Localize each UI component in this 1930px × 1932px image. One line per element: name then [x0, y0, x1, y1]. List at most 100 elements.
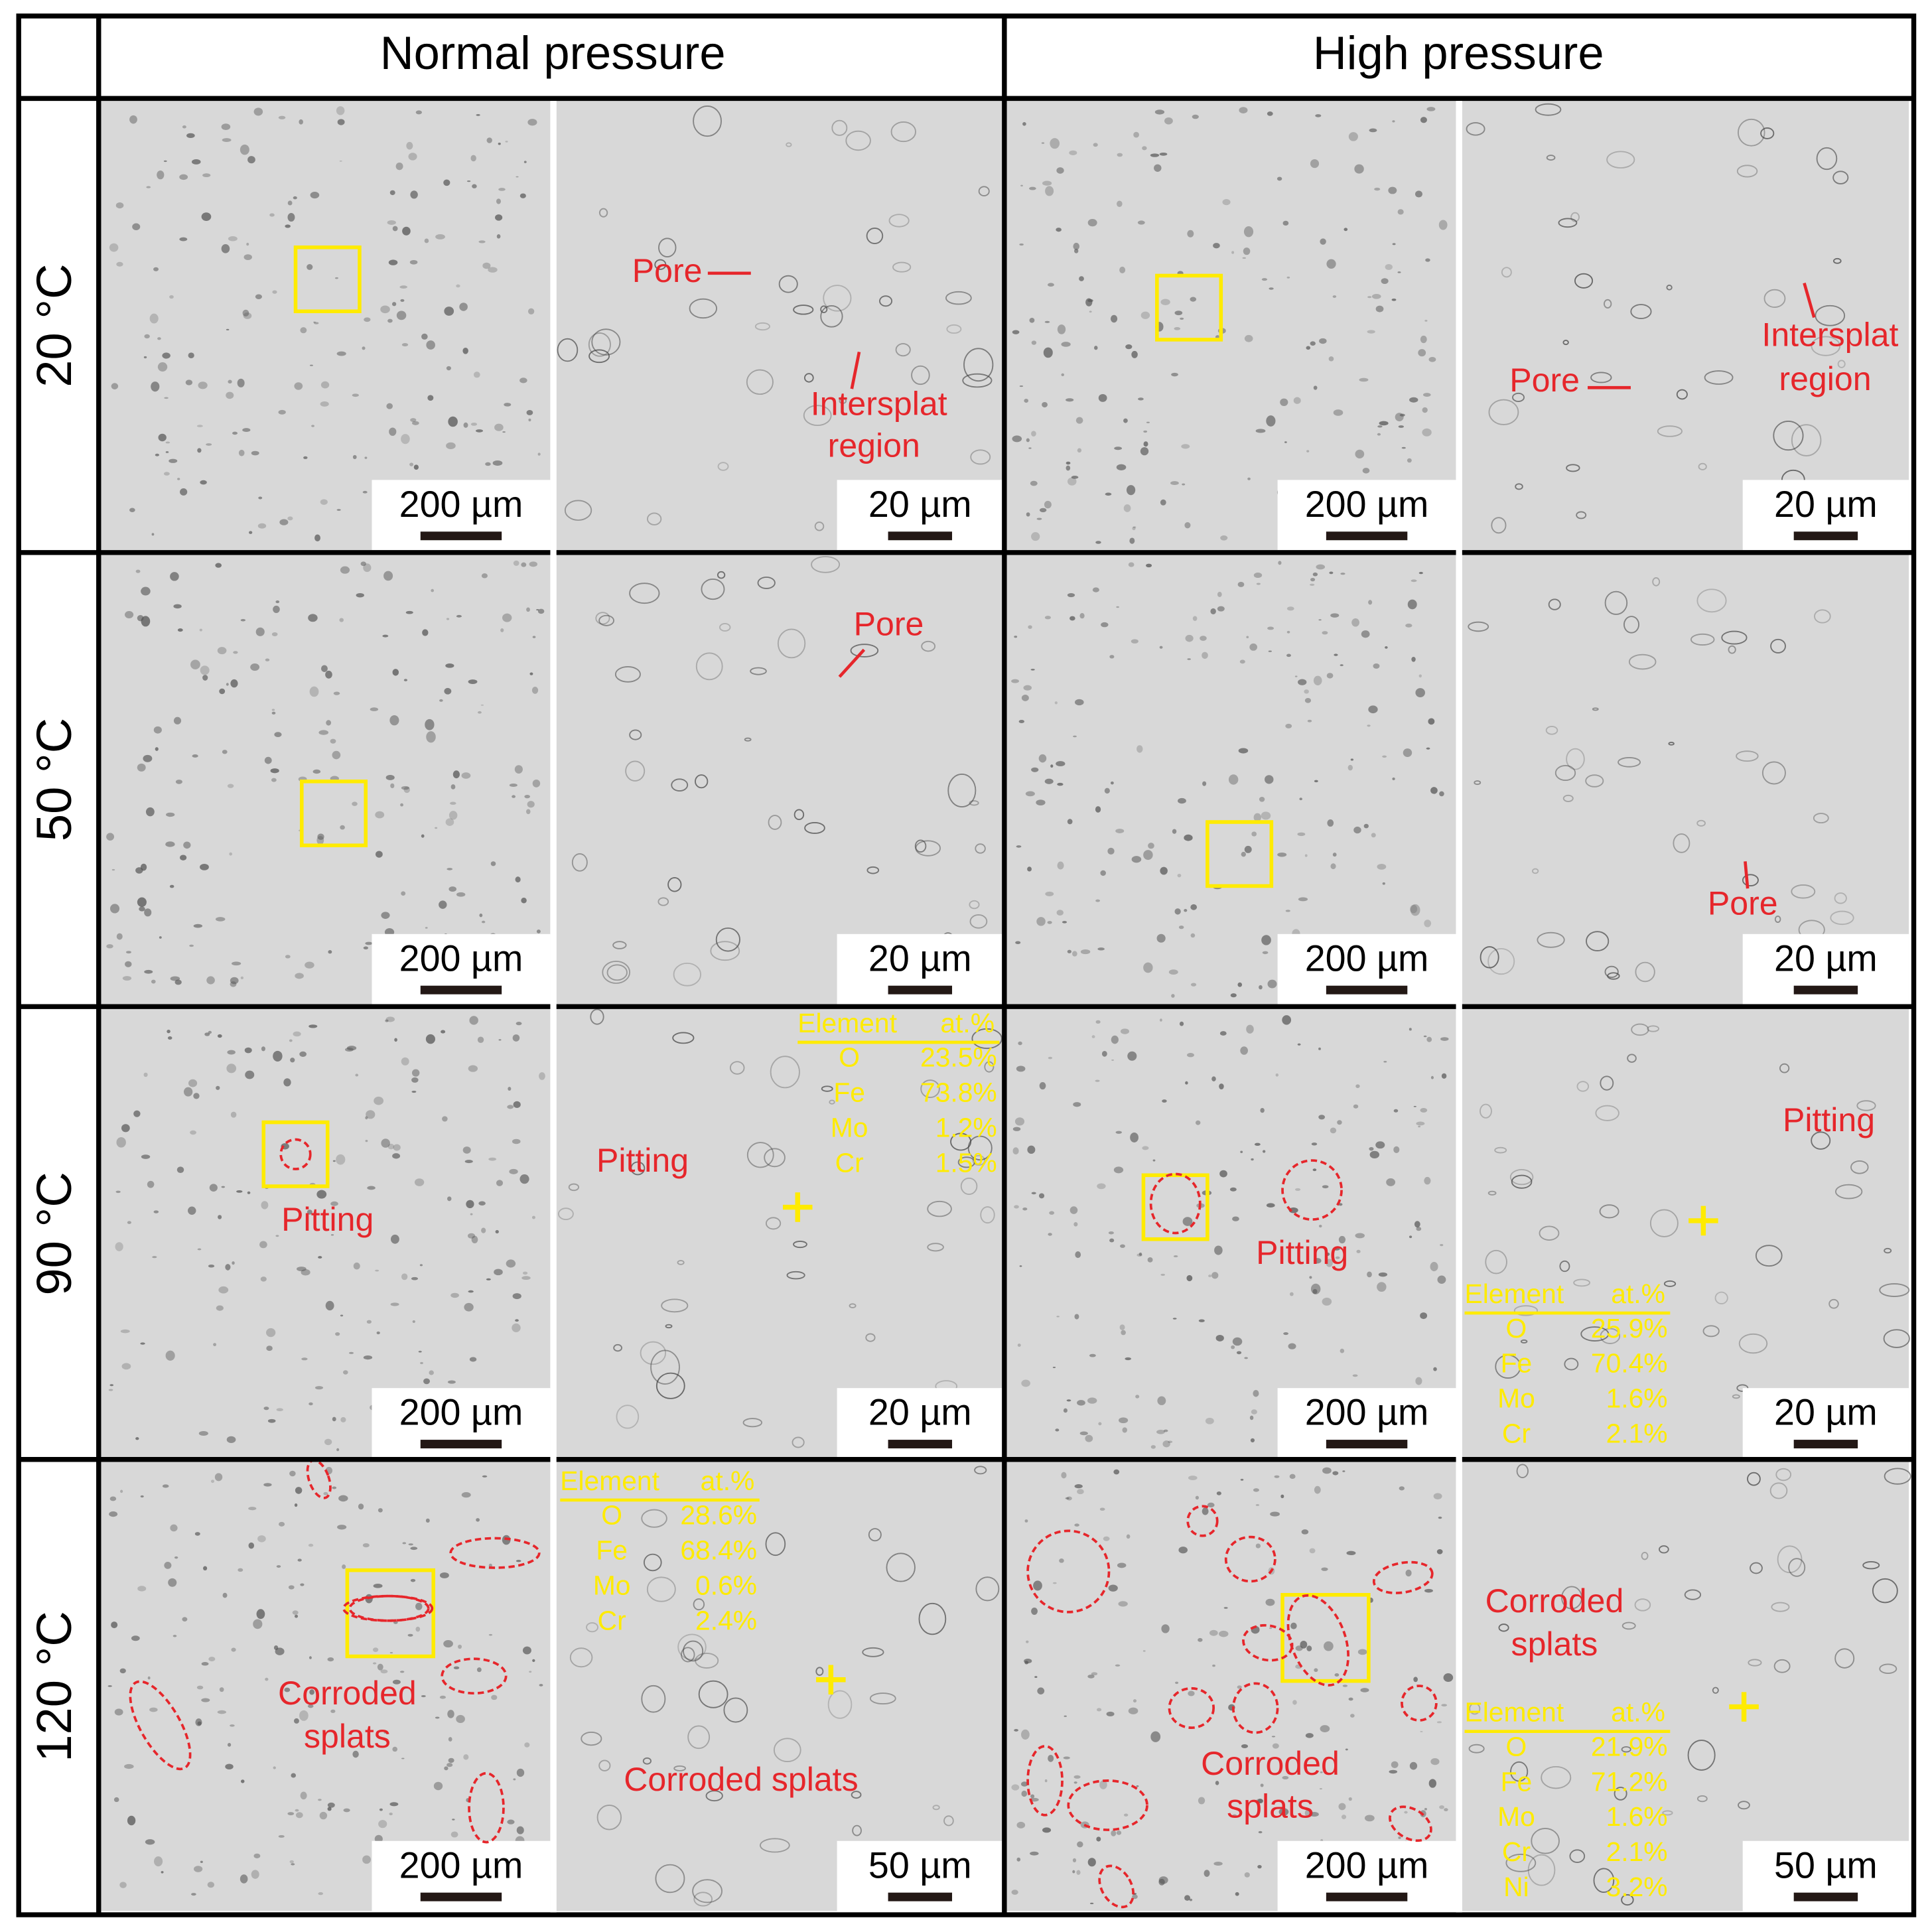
- texture-speck: [1621, 1894, 1634, 1906]
- texture-speck: [221, 243, 230, 253]
- texture-speck: [673, 962, 702, 987]
- texture-speck: [293, 196, 297, 200]
- texture-speck: [1073, 242, 1080, 250]
- texture-speck: [820, 305, 843, 328]
- texture-speck: [248, 1542, 255, 1549]
- texture-speck: [1586, 931, 1610, 951]
- texture-speck: [932, 1805, 940, 1811]
- texture-speck: [1050, 764, 1054, 768]
- texture-speck: [444, 687, 452, 695]
- texture-speck: [1292, 1700, 1297, 1705]
- texture-speck: [352, 393, 359, 397]
- texture-speck: [1135, 1395, 1140, 1399]
- texture-speck: [1736, 750, 1759, 762]
- eds-element: Ni: [1503, 1872, 1529, 1902]
- texture-speck: [271, 711, 276, 715]
- texture-speck: [375, 811, 385, 819]
- texture-speck: [1232, 1216, 1239, 1221]
- texture-speck: [1143, 850, 1153, 861]
- texture-speck: [1255, 429, 1266, 433]
- texture-speck: [1190, 983, 1197, 987]
- texture-speck: [528, 418, 531, 422]
- texture-speck: [1011, 679, 1019, 683]
- texture-speck: [140, 863, 147, 871]
- texture-speck: [1286, 654, 1291, 657]
- texture-speck: [1044, 616, 1052, 620]
- texture-speck: [1338, 1235, 1346, 1244]
- texture-speck: [218, 1215, 222, 1219]
- texture-speck: [1095, 1020, 1101, 1024]
- texture-speck: [1074, 1523, 1079, 1527]
- texture-speck: [167, 1036, 172, 1040]
- texture-speck: [1368, 705, 1378, 714]
- texture-speck: [1310, 341, 1316, 346]
- texture-speck: [169, 884, 174, 888]
- texture-speck: [246, 242, 249, 246]
- texture-speck: [445, 663, 454, 668]
- texture-speck: [392, 1679, 401, 1685]
- texture-speck: [207, 1882, 215, 1888]
- micrograph: 20 µm: [556, 101, 1003, 551]
- texture-speck: [1326, 673, 1334, 679]
- texture-speck: [1494, 1146, 1507, 1154]
- texture-speck: [108, 1389, 113, 1391]
- texture-speck: [1117, 1562, 1127, 1568]
- texture-speck: [1056, 910, 1064, 916]
- texture-speck: [257, 523, 267, 529]
- texture-speck: [1073, 1781, 1077, 1784]
- texture-speck: [221, 123, 231, 131]
- texture-speck: [1198, 1637, 1203, 1642]
- texture-speck: [173, 717, 182, 724]
- texture-speck: [1738, 1333, 1768, 1354]
- texture-speck: [1318, 619, 1322, 621]
- texture-speck: [773, 1738, 801, 1763]
- texture-speck: [180, 488, 188, 496]
- texture-speck: [1662, 1810, 1673, 1816]
- texture-speck: [1125, 344, 1133, 350]
- texture-speck: [1195, 1120, 1201, 1125]
- texture-speck: [1355, 1233, 1365, 1239]
- texture-speck: [1159, 646, 1163, 649]
- texture-speck: [516, 1768, 525, 1777]
- texture-speck: [1095, 899, 1101, 902]
- texture-speck: [401, 891, 406, 896]
- texture-speck: [821, 1085, 833, 1092]
- texture-speck: [401, 1758, 405, 1760]
- micrograph: 20 µm: [556, 1008, 1003, 1458]
- texture-speck: [1184, 1895, 1190, 1901]
- texture-speck: [1269, 287, 1274, 290]
- texture-speck: [332, 1416, 336, 1422]
- texture-speck: [488, 267, 498, 273]
- texture-speck: [366, 1110, 376, 1119]
- texture-speck: [1779, 1063, 1790, 1073]
- texture-speck: [1440, 1243, 1444, 1247]
- texture-speck: [1179, 1021, 1184, 1026]
- texture-speck: [1249, 643, 1257, 651]
- texture-speck: [1742, 874, 1759, 886]
- texture-speck: [1246, 1024, 1254, 1034]
- highlight-ellipse: [449, 1537, 541, 1569]
- texture-speck: [170, 1524, 178, 1532]
- texture-speck: [1747, 1472, 1761, 1486]
- texture-speck: [1200, 636, 1207, 641]
- texture-speck: [710, 941, 740, 961]
- texture-speck: [1409, 397, 1418, 403]
- texture-speck: [1038, 754, 1047, 763]
- texture-speck: [1261, 278, 1268, 281]
- texture-speck: [1393, 1109, 1399, 1113]
- texture-speck: [692, 1879, 723, 1903]
- texture-speck: [695, 774, 709, 789]
- texture-speck: [144, 908, 152, 917]
- texture-speck: [318, 1799, 322, 1801]
- texture-speck: [1267, 979, 1277, 989]
- texture-speck: [1142, 146, 1147, 151]
- texture-speck: [362, 346, 366, 350]
- texture-speck: [486, 1278, 491, 1280]
- highlight-ellipse: [1186, 1505, 1219, 1537]
- texture-speck: [314, 534, 320, 541]
- texture-speck: [1266, 1203, 1275, 1208]
- texture-speck: [463, 422, 468, 428]
- texture-speck: [1666, 284, 1673, 291]
- texture-speck: [380, 305, 390, 314]
- texture-speck: [1278, 1808, 1289, 1816]
